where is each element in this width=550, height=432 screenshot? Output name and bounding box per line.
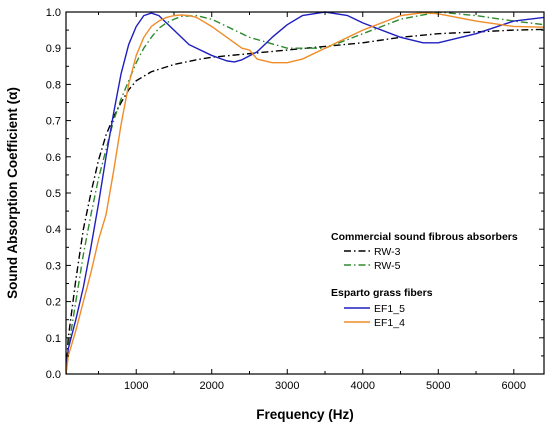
ticks-layer: 1000 2000 3000 4000 5000 6000 0.0 0.1 0.2 0.3 0.4 0… xyxy=(46,7,544,392)
legend-group-title-esparto: Esparto grass fibers xyxy=(331,287,433,299)
y-tick-label: 0.0 xyxy=(46,369,61,381)
y-axis-title: Sound Absorption Coefficient (α) xyxy=(5,87,20,299)
x-tick-label: 1000 xyxy=(124,380,148,392)
legend-label-rw-3: RW-3 xyxy=(374,246,401,258)
y-tick-label: 0.8 xyxy=(46,79,61,91)
y-tick-label: 0.3 xyxy=(46,260,61,272)
y-tick-label: 0.6 xyxy=(46,152,61,164)
series-layer xyxy=(66,11,544,374)
legend-label-ef1-4: EF1_4 xyxy=(374,317,405,329)
x-tick-label: 4000 xyxy=(351,380,375,392)
y-tick-label: 0.2 xyxy=(46,297,61,309)
series-line-rw-5 xyxy=(66,11,544,374)
plot-frame xyxy=(65,11,545,375)
legend-group-title-commercial: Commercial sound fibrous absorbers xyxy=(331,231,518,243)
x-tick-label: 3000 xyxy=(275,380,299,392)
legend-label-ef1-5: EF1_5 xyxy=(374,303,405,315)
series-line-ef1-5 xyxy=(66,11,544,374)
y-tick-label: 0.5 xyxy=(46,188,61,200)
legend-label-rw-5: RW-5 xyxy=(374,260,401,272)
y-tick-label: 0.4 xyxy=(46,224,61,236)
y-tick-label: 0.7 xyxy=(46,116,61,128)
series-line-ef1-4 xyxy=(66,12,544,374)
y-tick-label: 0.9 xyxy=(46,43,61,55)
y-tick-label: 0.1 xyxy=(46,333,61,345)
x-axis-title: Frequency (Hz) xyxy=(256,407,354,422)
x-tick-label: 5000 xyxy=(426,380,450,392)
series-line-rw-3 xyxy=(66,28,544,374)
x-tick-label: 2000 xyxy=(199,380,223,392)
y-tick-label: 1.0 xyxy=(46,7,61,19)
x-tick-label: 6000 xyxy=(502,380,526,392)
legend: Commercial sound fibrous absorbers RW-3 … xyxy=(331,231,518,329)
